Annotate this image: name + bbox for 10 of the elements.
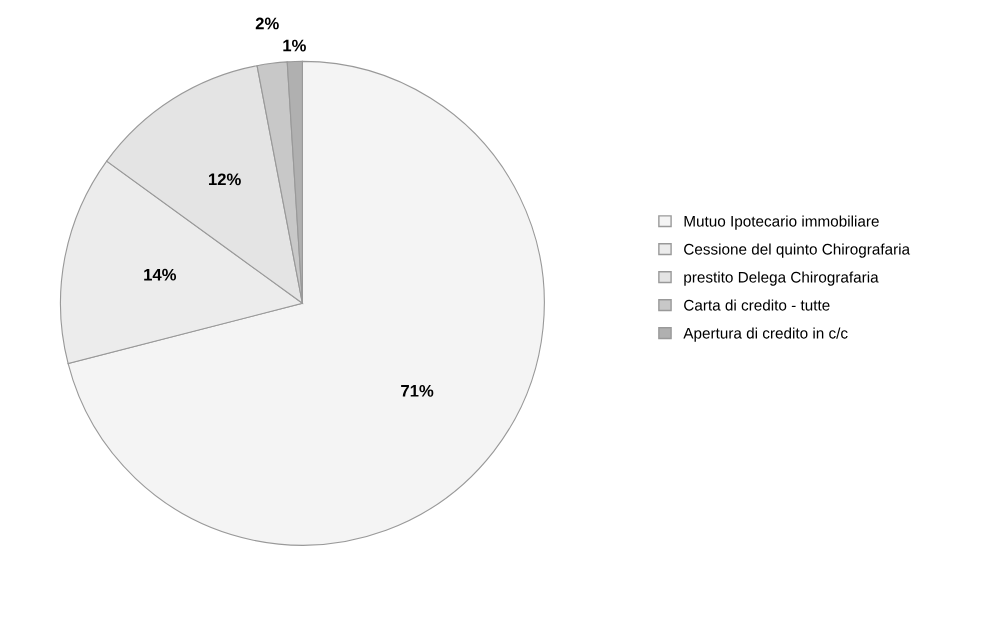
data-label: 71% — [401, 384, 434, 397]
data-label: 12% — [208, 173, 241, 186]
legend-label: prestito Delega Chirografaria — [684, 271, 879, 286]
legend-label: Cessione del quinto Chirografaria — [684, 243, 911, 258]
data-label: 2% — [255, 17, 279, 30]
data-label: 1% — [283, 39, 306, 52]
data-label: 14% — [144, 268, 177, 281]
legend-label: Apertura di credito in c/c — [683, 327, 848, 342]
legend-label: Mutuo Ipotecario immobiliare — [684, 215, 879, 230]
legend-label: Carta di credito - tutte — [684, 299, 830, 311]
